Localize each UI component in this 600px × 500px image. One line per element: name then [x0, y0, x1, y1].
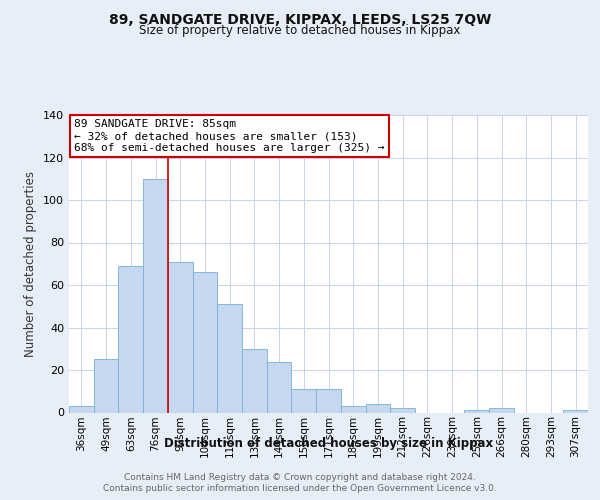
Text: Size of property relative to detached houses in Kippax: Size of property relative to detached ho…: [139, 24, 461, 37]
Text: 89 SANDGATE DRIVE: 85sqm
← 32% of detached houses are smaller (153)
68% of semi-: 89 SANDGATE DRIVE: 85sqm ← 32% of detach…: [74, 120, 385, 152]
Bar: [267, 362, 292, 412]
Bar: [217, 304, 242, 412]
Text: 89, SANDGATE DRIVE, KIPPAX, LEEDS, LS25 7QW: 89, SANDGATE DRIVE, KIPPAX, LEEDS, LS25 …: [109, 12, 491, 26]
Bar: [69, 406, 94, 412]
Text: Contains public sector information licensed under the Open Government Licence v3: Contains public sector information licen…: [103, 484, 497, 493]
Text: Distribution of detached houses by size in Kippax: Distribution of detached houses by size …: [164, 438, 493, 450]
Bar: [143, 179, 168, 412]
Bar: [316, 389, 341, 412]
Bar: [118, 266, 143, 412]
Bar: [292, 389, 316, 412]
Bar: [168, 262, 193, 412]
Text: Contains HM Land Registry data © Crown copyright and database right 2024.: Contains HM Land Registry data © Crown c…: [124, 472, 476, 482]
Bar: [94, 360, 118, 412]
Bar: [341, 406, 365, 412]
Bar: [489, 408, 514, 412]
Bar: [390, 408, 415, 412]
Bar: [365, 404, 390, 412]
Y-axis label: Number of detached properties: Number of detached properties: [25, 171, 37, 357]
Bar: [464, 410, 489, 412]
Bar: [563, 410, 588, 412]
Bar: [193, 272, 217, 412]
Bar: [242, 349, 267, 412]
